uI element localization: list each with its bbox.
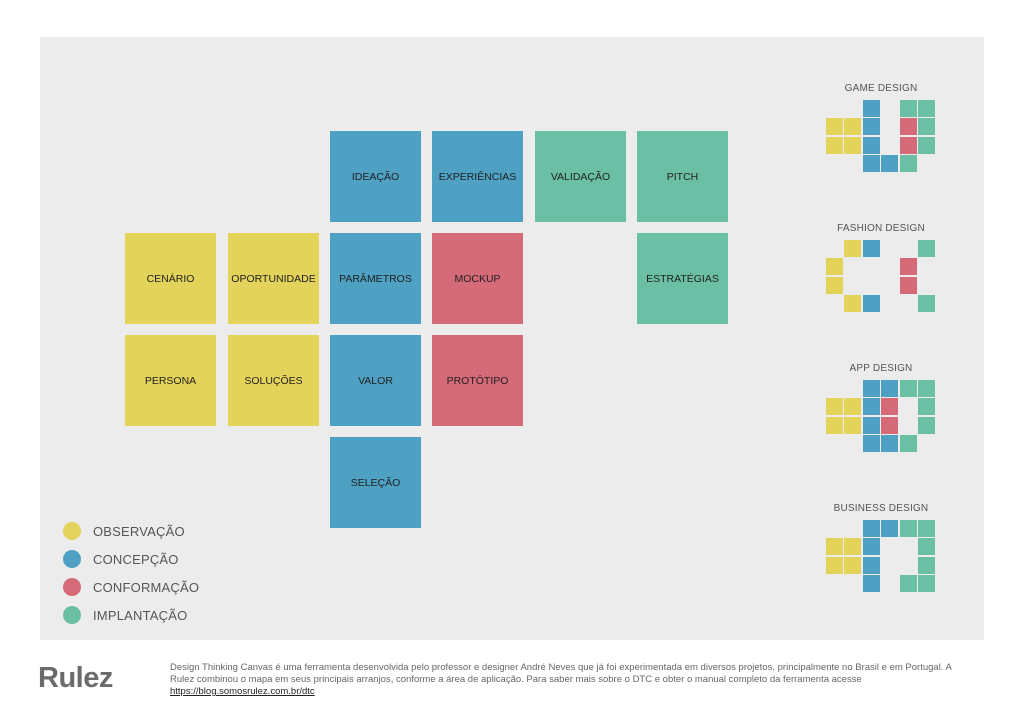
arrangement-cell-observacao (844, 118, 861, 135)
arrangement-cell-concepcao (881, 520, 898, 537)
arrangement-cell-concepcao (881, 155, 898, 172)
phase-legend: OBSERVAÇÃO CONCEPÇÃO CONFORMAÇÃO IMPLANT… (63, 517, 199, 629)
arrangement-cell-implantacao (918, 575, 935, 592)
arrangement-cell-implantacao (900, 575, 917, 592)
arrangement-cell-implantacao (900, 100, 917, 117)
arrangement-cell-concepcao (863, 520, 880, 537)
arrangement-cell-concepcao (863, 575, 880, 592)
conformacao-dot (63, 578, 81, 596)
arrangement-cell-conformacao (881, 398, 898, 415)
arrangement-cell-implantacao (900, 155, 917, 172)
arrangement-cell-observacao (826, 137, 843, 154)
arrangement-cell-observacao (844, 240, 861, 257)
arrangement-cell-observacao (826, 398, 843, 415)
arrangement-cell-implantacao (918, 295, 935, 312)
arrangement-cell-conformacao (900, 258, 917, 275)
arrangement-title: APP DESIGN (849, 363, 913, 374)
legend-item-implantacao: IMPLANTAÇÃO (63, 601, 199, 629)
arrangement-cell-conformacao (900, 137, 917, 154)
card-valor[interactable]: VALOR (330, 335, 421, 426)
arrangement-cell-concepcao (881, 380, 898, 397)
arrangement-title: FASHION DESIGN (837, 223, 925, 234)
card-persona[interactable]: PERSONA (125, 335, 216, 426)
arrangement-cell-implantacao (918, 557, 935, 574)
arrangement-cell-implantacao (918, 137, 935, 154)
arrangement-cell-observacao (844, 417, 861, 434)
arrangement-cell-concepcao (863, 417, 880, 434)
card-mockup[interactable]: MOCKUP (432, 233, 523, 324)
legend-item-observacao: OBSERVAÇÃO (63, 517, 199, 545)
arrangement-cell-concepcao (863, 100, 880, 117)
arrangement-cell-concepcao (863, 295, 880, 312)
arrangement-cell-concepcao (863, 538, 880, 555)
arrangement-cell-concepcao (863, 435, 880, 452)
card-selecao[interactable]: SELEÇÃO (330, 437, 421, 528)
arrangement-cell-observacao (826, 258, 843, 275)
arrangement-cell-observacao (826, 538, 843, 555)
card-oportunidade[interactable]: OPORTUNIDADE (228, 233, 319, 324)
arrangement-title: BUSINESS DESIGN (833, 503, 929, 514)
arrangement-cell-conformacao (900, 277, 917, 294)
card-cenario[interactable]: CENÁRIO (125, 233, 216, 324)
arrangement-cell-implantacao (918, 240, 935, 257)
arrangement-cell-observacao (844, 137, 861, 154)
arrangement-cell-implantacao (918, 417, 935, 434)
card-prototipo[interactable]: PROTÓTIPO (432, 335, 523, 426)
arrangement-cell-concepcao (863, 155, 880, 172)
arrangement-cell-observacao (826, 417, 843, 434)
arrangement-cell-concepcao (863, 137, 880, 154)
card-estrategias[interactable]: ESTRATÉGIAS (637, 233, 728, 324)
arrangement-cell-observacao (826, 277, 843, 294)
arrangement-cell-implantacao (918, 118, 935, 135)
rulez-logo: Rulez (38, 662, 113, 694)
arrangement-cell-concepcao (863, 118, 880, 135)
legend-label: CONCEPÇÃO (93, 551, 179, 567)
dtc-blog-link[interactable]: https://blog.somosrulez.com.br/dtc (170, 686, 315, 697)
arrangement-cell-implantacao (918, 538, 935, 555)
legend-label: IMPLANTAÇÃO (93, 607, 188, 623)
arrangement-cell-conformacao (900, 118, 917, 135)
arrangement-cell-observacao (844, 398, 861, 415)
card-validacao[interactable]: VALIDAÇÃO (535, 131, 626, 222)
implantacao-dot (63, 606, 81, 624)
card-pitch[interactable]: PITCH (637, 131, 728, 222)
card-solucoes[interactable]: SOLUÇÕES (228, 335, 319, 426)
arrangement-cell-observacao (844, 557, 861, 574)
card-parametros[interactable]: PARÂMETROS (330, 233, 421, 324)
arrangement-cell-concepcao (881, 435, 898, 452)
arrangement-cell-observacao (844, 538, 861, 555)
footer-text: Design Thinking Canvas é uma ferramenta … (170, 662, 952, 685)
legend-label: OBSERVAÇÃO (93, 523, 185, 539)
arrangement-cell-concepcao (863, 398, 880, 415)
arrangement-cell-concepcao (863, 380, 880, 397)
legend-item-conformacao: CONFORMAÇÃO (63, 573, 199, 601)
legend-label: CONFORMAÇÃO (93, 579, 200, 595)
legend-item-concepcao: CONCEPÇÃO (63, 545, 199, 573)
arrangement-cell-concepcao (863, 240, 880, 257)
arrangement-cell-concepcao (863, 557, 880, 574)
arrangement-cell-implantacao (900, 380, 917, 397)
concepcao-dot (63, 550, 81, 568)
arrangement-cell-conformacao (881, 417, 898, 434)
arrangement-cell-observacao (826, 118, 843, 135)
card-ideacao[interactable]: IDEAÇÃO (330, 131, 421, 222)
arrangement-cell-implantacao (918, 380, 935, 397)
arrangement-cell-implantacao (918, 520, 935, 537)
arrangement-cell-observacao (826, 557, 843, 574)
card-experiencias[interactable]: EXPERIÊNCIAS (432, 131, 523, 222)
arrangement-cell-implantacao (900, 520, 917, 537)
arrangement-cell-implantacao (900, 435, 917, 452)
arrangement-cell-implantacao (918, 398, 935, 415)
arrangement-cell-implantacao (918, 100, 935, 117)
footer-description: Design Thinking Canvas é uma ferramenta … (170, 662, 970, 698)
arrangement-cell-observacao (844, 295, 861, 312)
observacao-dot (63, 522, 81, 540)
arrangement-title: GAME DESIGN (844, 83, 918, 94)
